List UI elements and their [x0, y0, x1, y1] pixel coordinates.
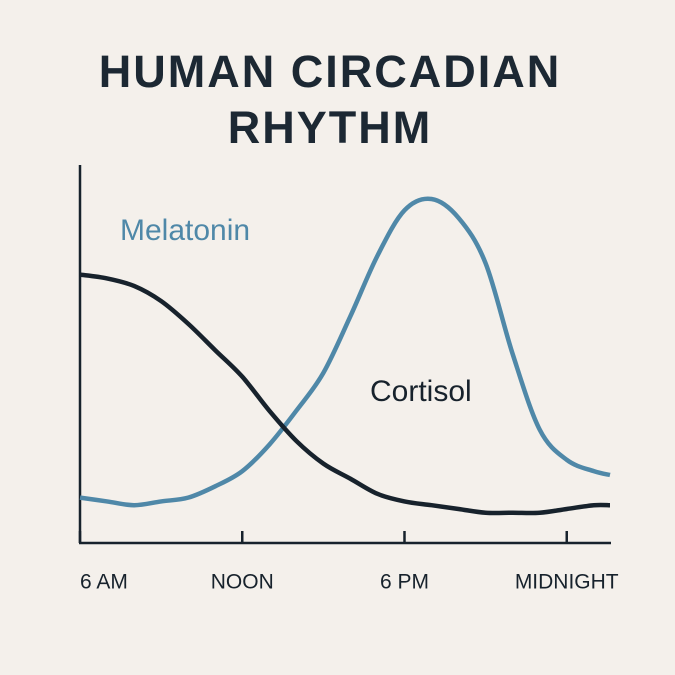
- x-tick-label: MIDNIGHT: [515, 571, 619, 594]
- series-label: Melatonin: [120, 214, 250, 247]
- series-line: [79, 272, 611, 516]
- series-line: [79, 196, 611, 508]
- series-label: Cortisol: [370, 375, 472, 408]
- x-tick-label: 6 AM: [80, 571, 128, 594]
- x-tick-label: 6 PM: [380, 571, 429, 594]
- x-tick-label: NOON: [211, 571, 274, 594]
- chart-title: HUMAN CIRCADIAN RHYTHM: [98, 46, 562, 153]
